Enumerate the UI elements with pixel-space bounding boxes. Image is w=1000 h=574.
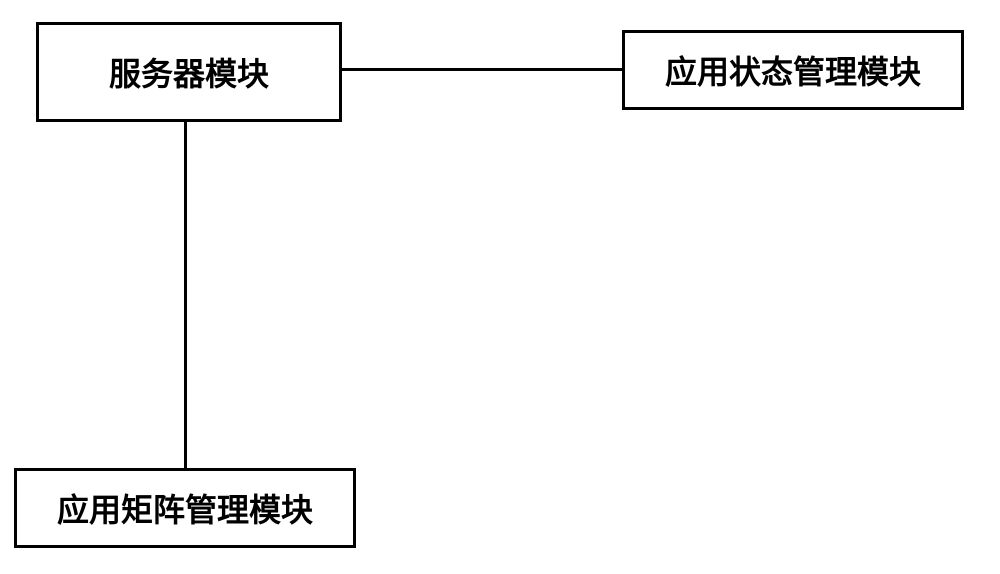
server-module-node: 服务器模块 xyxy=(36,22,342,122)
app-matrix-module-node: 应用矩阵管理模块 xyxy=(14,468,356,548)
app-matrix-module-label: 应用矩阵管理模块 xyxy=(57,485,313,531)
edge-server-to-app-state xyxy=(342,68,622,71)
app-state-module-node: 应用状态管理模块 xyxy=(622,30,964,110)
edge-server-to-app-matrix xyxy=(184,122,187,468)
app-state-module-label: 应用状态管理模块 xyxy=(665,47,921,93)
server-module-label: 服务器模块 xyxy=(109,49,269,95)
